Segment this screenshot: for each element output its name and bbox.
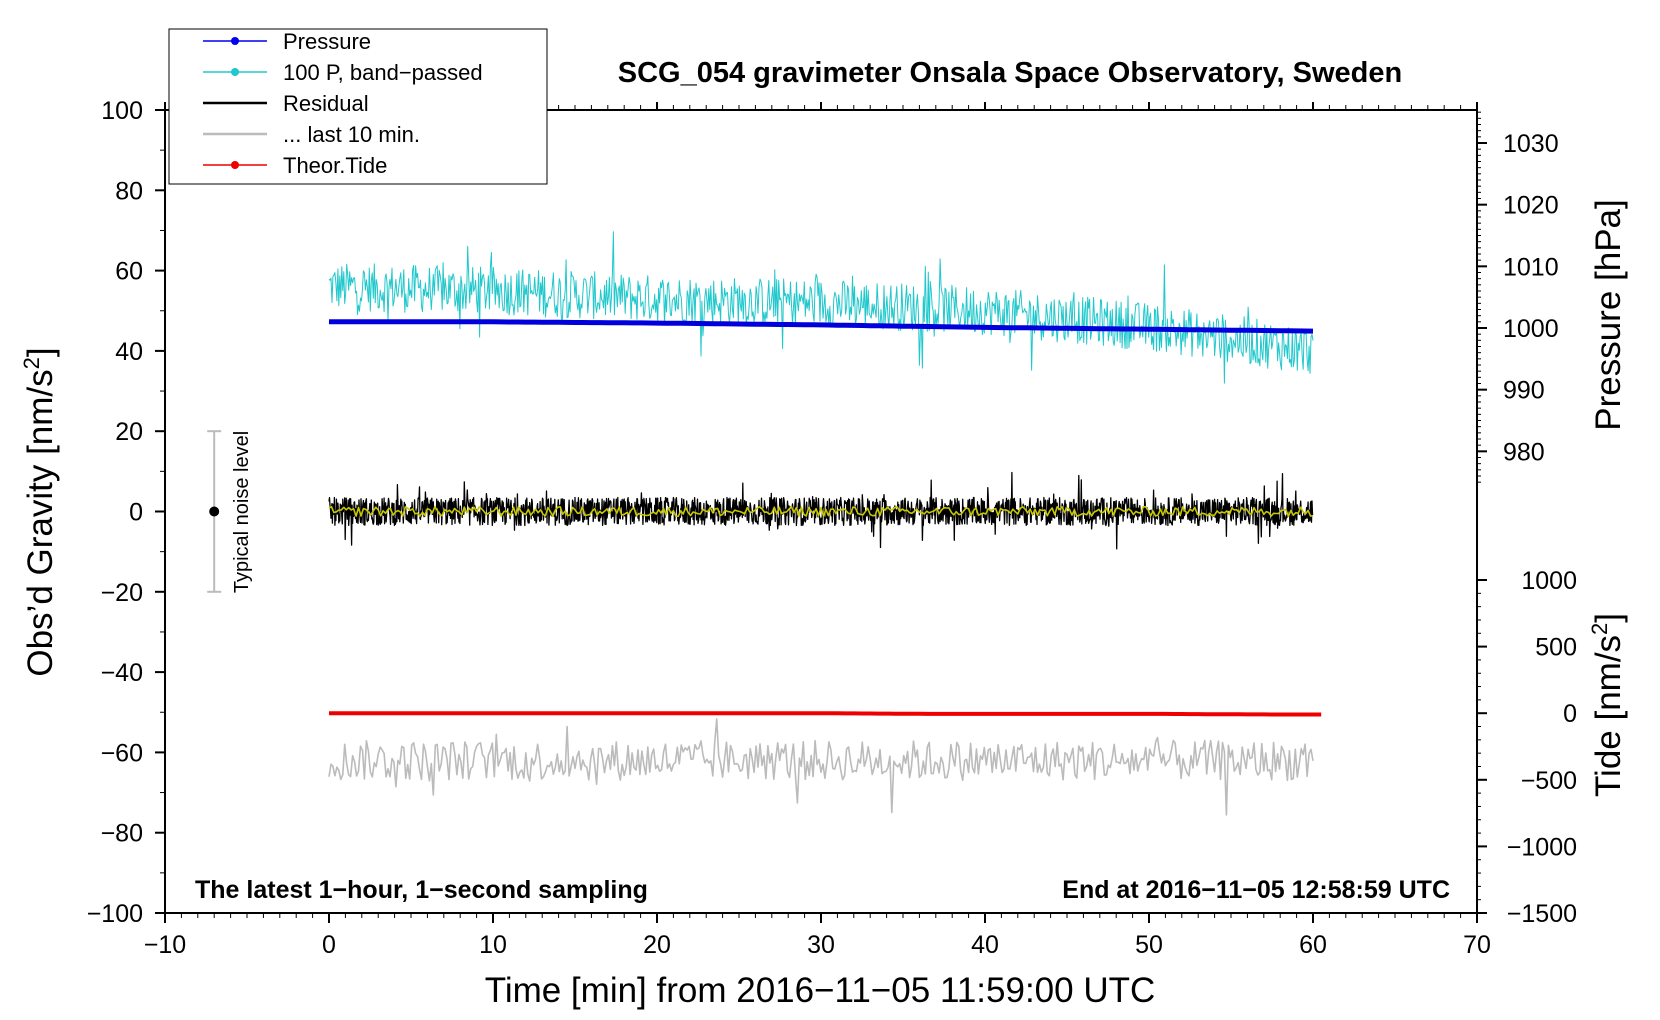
legend-label: Residual [283,91,369,116]
legend-item: Pressure [203,29,371,54]
x-tick-label: 0 [322,931,336,959]
y-tick-label: 100 [101,97,143,125]
legend-label: 100 P, band−passed [283,60,483,85]
x-tick-label: 10 [479,931,507,959]
legend-item: 100 P, band−passed [203,60,483,85]
y-tick-label: −80 [101,820,143,848]
pressure-tick-label: 1020 [1503,192,1559,220]
legend-marker [231,68,239,76]
legend-label: Pressure [283,29,371,54]
y-tick-label: 20 [115,418,143,446]
legend-box [168,28,548,185]
y-axis-label-pressure: Pressure [hPa] [1589,199,1628,431]
series-line-pressure [329,319,1314,334]
series-layer [328,231,1322,816]
y-tick-label: 40 [115,338,143,366]
legend-marker [231,161,239,169]
tide-tick-label: −1000 [1507,833,1577,861]
tide-tick-label: −500 [1521,767,1577,795]
legend-marker [231,37,239,45]
x-axis-label: Time [min] from 2016−11−05 11:59:00 UTC [485,971,1156,1010]
legend-item: Residual [203,91,369,116]
y-tick-label: 80 [115,177,143,205]
annotation-end-time: End at 2016−11−05 12:58:59 UTC [1062,876,1450,904]
pressure-tick-label: 1030 [1503,130,1559,158]
noise-level-label: Typical noise level [231,431,253,593]
y-tick-label: −60 [101,739,143,767]
series-line-100-p-band-passed [328,231,1314,384]
y-axis-label-left: Obs’d Gravity [nm/s2] [19,347,60,676]
noise-level-bar [207,430,222,593]
chart-title: SCG_054 gravimeter Onsala Space Observat… [618,57,1402,89]
y-tick-label: −20 [101,579,143,607]
y-tick-label: −100 [87,900,143,928]
x-axis-ticks: −10 0 10 20 30 40 50 60 70 [144,102,1491,959]
legend-label: Theor.Tide [283,153,387,178]
y-tick-label: −40 [101,659,143,687]
y-axis-label-tide: Tide [nm/s2] [1587,613,1628,797]
noise-bar-center-dot [209,506,220,517]
pressure-axis-ticks: 1030 1020 1010 1000 990 980 [1477,111,1559,483]
tide-tick-label: 0 [1563,700,1577,728]
series-line-smoothed-residual [328,505,1314,518]
x-tick-label: 50 [1135,931,1163,959]
y-axis-label-left-close: ] [21,347,60,357]
y-axis-ticks: 100 80 60 40 20 0 −20 −40 −60 −80 −100 [87,97,165,928]
x-tick-label: 40 [971,931,999,959]
series-line-residual [328,471,1314,550]
pressure-tick-label: 980 [1503,438,1545,466]
y-axis-label-left-sup: 2 [19,357,44,369]
y-axis-label-left-text: Obs’d Gravity [nm/s [21,369,60,676]
y-axis-label-tide-close: ] [1589,613,1628,623]
tide-tick-label: 1000 [1521,567,1577,595]
x-tick-label: 70 [1463,931,1491,959]
legend-item: Theor.Tide [203,153,387,178]
y-tick-label: 0 [129,499,143,527]
legend-label: ... last 10 min. [283,122,420,147]
y-axis-label-tide-text: Tide [nm/s [1589,635,1628,797]
legend-item: ... last 10 min. [203,122,420,147]
tide-axis-ticks: 1000 500 0 −500 −1000 −1500 [1477,567,1577,928]
y-axis-label-tide-sup: 2 [1587,623,1612,635]
series-line--last-10-min- [328,718,1314,816]
legend: Pressure 100 P, band−passed Residual ... la… [168,28,548,185]
pressure-tick-label: 1010 [1503,253,1559,281]
y-tick-label: 60 [115,258,143,286]
pressure-tick-label: 1000 [1503,315,1559,343]
x-tick-label: 30 [807,931,835,959]
x-tick-label: −10 [144,931,186,959]
x-tick-label: 60 [1299,931,1327,959]
pressure-tick-label: 990 [1503,377,1545,405]
annotation-sampling: The latest 1−hour, 1−second sampling [195,876,648,904]
x-tick-label: 20 [643,931,671,959]
tide-tick-label: 500 [1535,634,1577,662]
series-line-theor-tide [329,711,1322,717]
tide-tick-label: −1500 [1507,900,1577,928]
